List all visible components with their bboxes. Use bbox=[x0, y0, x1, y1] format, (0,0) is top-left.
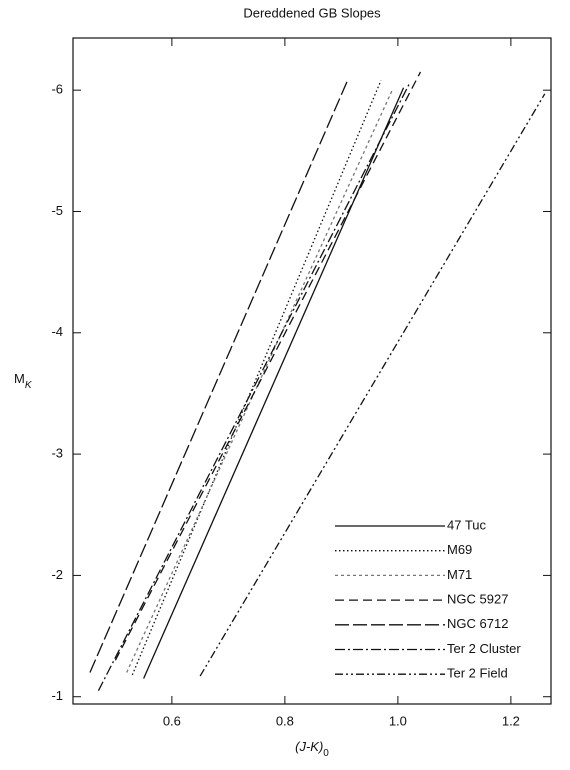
x-label-text: (J-K) bbox=[295, 739, 323, 754]
chart-title: Dereddened GB Slopes bbox=[243, 5, 381, 20]
series-line bbox=[131, 80, 382, 676]
y-axis-label: MK bbox=[14, 371, 33, 390]
series-line bbox=[89, 81, 348, 673]
x-tick-label: 0.8 bbox=[276, 713, 294, 728]
y-tick-label: -2 bbox=[51, 567, 63, 582]
legend-label: 47 Tuc bbox=[447, 517, 487, 532]
x-tick-label: 1.0 bbox=[389, 713, 407, 728]
legend-label: Ter 2 Field bbox=[447, 666, 508, 681]
y-tick-label: -5 bbox=[51, 203, 63, 218]
x-axis-label: (J-K)0 bbox=[295, 739, 329, 758]
x-tick-label: 0.6 bbox=[163, 713, 181, 728]
x-label-subscript: 0 bbox=[323, 748, 329, 759]
y-tick-label: -4 bbox=[51, 324, 63, 339]
series-line bbox=[114, 71, 422, 661]
series-line bbox=[97, 83, 410, 691]
y-tick-label: -1 bbox=[51, 688, 63, 703]
legend-label: M69 bbox=[447, 542, 472, 557]
legend-label: NGC 5927 bbox=[447, 592, 508, 607]
series-line bbox=[143, 87, 405, 679]
x-tick-label: 1.2 bbox=[502, 713, 520, 728]
y-tick-label: -6 bbox=[51, 82, 63, 97]
y-tick-label: -3 bbox=[51, 446, 63, 461]
legend-label: NGC 6712 bbox=[447, 616, 508, 631]
series-line bbox=[199, 93, 546, 677]
legend-label: M71 bbox=[447, 567, 472, 582]
plot-frame bbox=[72, 37, 552, 705]
y-label-text: M bbox=[14, 371, 25, 386]
legend-label: Ter 2 Cluster bbox=[447, 641, 521, 656]
y-label-subscript: K bbox=[25, 380, 33, 391]
